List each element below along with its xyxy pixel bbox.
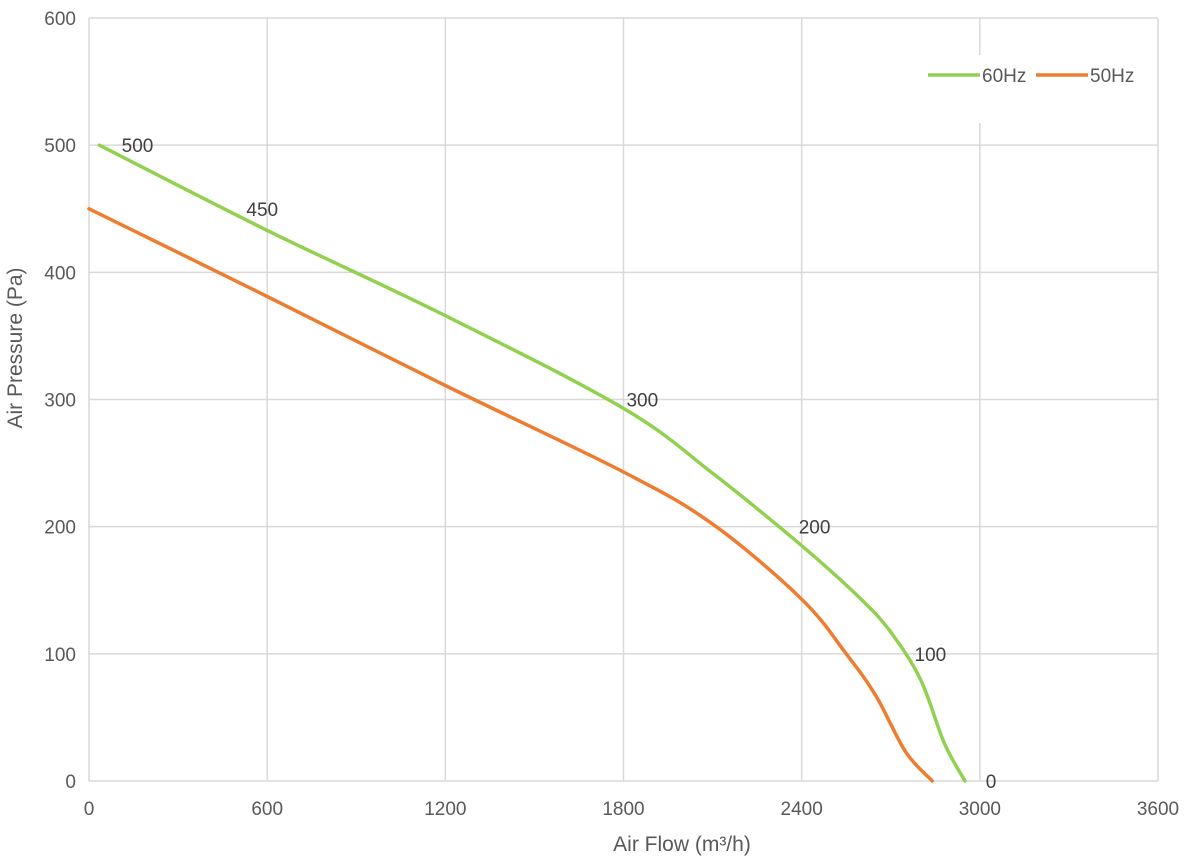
x-tick-label: 2400 (781, 799, 823, 820)
point-label: 200 (799, 518, 831, 539)
point-label: 500 (122, 136, 154, 157)
legend-label-50hz: 50Hz (1090, 66, 1134, 87)
y-tick-label: 600 (44, 9, 76, 30)
y-tick-label: 400 (44, 263, 76, 284)
x-tick-label: 1800 (602, 799, 644, 820)
y-tick-label: 100 (44, 645, 76, 666)
y-tick-label: 300 (44, 391, 76, 412)
point-label: 0 (986, 772, 997, 793)
legend-background (920, 55, 1156, 123)
series-line-50hz (87, 207, 935, 783)
y-tick-label: 500 (44, 136, 76, 157)
y-tick-label: 200 (44, 518, 76, 539)
series-layer (87, 143, 967, 783)
point-label: 450 (246, 200, 278, 221)
legend-label-60hz: 60Hz (982, 66, 1026, 87)
point-label: 100 (915, 645, 947, 666)
x-tick-label: 0 (84, 799, 95, 820)
x-axis-title: Air Flow (m³/h) (613, 833, 751, 856)
x-tick-label: 3000 (959, 799, 1001, 820)
grid (88, 17, 1159, 782)
series-line-60hz (97, 143, 967, 783)
x-tick-label: 600 (251, 799, 283, 820)
point-label: 300 (626, 391, 658, 412)
x-tick-label: 1200 (424, 799, 466, 820)
legend: 60Hz 50Hz (920, 55, 1156, 123)
y-tick-label: 0 (65, 772, 76, 793)
x-tick-label: 3600 (1137, 799, 1179, 820)
tick-labels: 0 600 1200 1800 2400 3000 36000100200300400500… (44, 9, 1179, 820)
y-axis-title: Air Pressure (Pa) (4, 267, 27, 428)
point-labels: 500 450 300 200 100 0 (122, 136, 997, 793)
